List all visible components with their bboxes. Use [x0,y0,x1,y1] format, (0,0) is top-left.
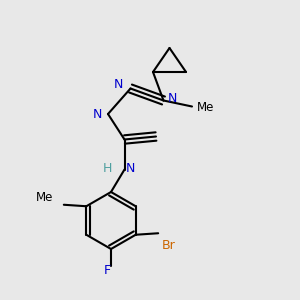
Text: N: N [125,162,135,175]
Text: F: F [104,264,111,277]
Text: Br: Br [162,239,176,252]
Text: H: H [103,162,112,175]
Text: N: N [93,108,102,121]
Text: Me: Me [196,100,214,114]
Text: N: N [167,92,177,105]
Text: Me: Me [36,190,53,204]
Text: N: N [114,77,123,91]
